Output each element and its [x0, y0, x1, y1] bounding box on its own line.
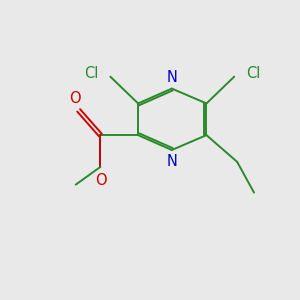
Text: N: N	[167, 154, 177, 169]
Text: Cl: Cl	[246, 66, 260, 81]
Text: O: O	[95, 173, 106, 188]
Text: Cl: Cl	[84, 66, 98, 81]
Text: N: N	[167, 70, 177, 85]
Text: O: O	[69, 92, 80, 106]
